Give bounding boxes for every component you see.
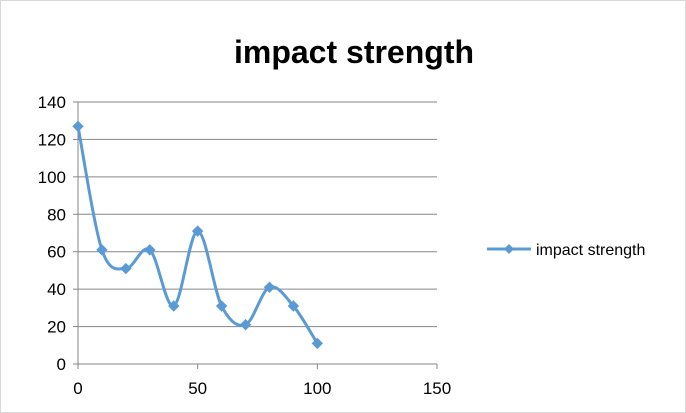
y-tick-label-0: 0 xyxy=(57,355,66,374)
data-point-50[interactable] xyxy=(191,225,204,237)
x-tick-label-0: 0 xyxy=(73,379,82,398)
tick-labels: 0 50 100 150 0 20 40 60 80 100 120 140 xyxy=(38,93,452,398)
legend[interactable]: impact strength xyxy=(487,242,645,259)
data-point-60[interactable] xyxy=(215,300,228,312)
data-point-0[interactable] xyxy=(72,120,84,133)
x-tick-label-50: 50 xyxy=(188,379,207,398)
y-tick-label-60: 60 xyxy=(47,243,66,262)
y-tick-label-80: 80 xyxy=(47,205,66,224)
data-point-20[interactable] xyxy=(120,262,132,275)
y-tick-label-140: 140 xyxy=(38,93,66,112)
data-point-10[interactable] xyxy=(96,244,108,256)
y-tick-label-20: 20 xyxy=(47,318,66,337)
y-tick-label-40: 40 xyxy=(47,280,66,299)
data-point-70[interactable] xyxy=(239,318,252,331)
chart-title: impact strength xyxy=(234,34,474,70)
x-tick-label-150: 150 xyxy=(423,379,451,398)
legend-diamond-icon xyxy=(504,244,514,254)
data-point-30[interactable] xyxy=(144,244,156,256)
series-layer xyxy=(72,120,324,350)
data-point-80[interactable] xyxy=(263,281,276,293)
gridlines xyxy=(78,101,437,328)
legend-label: impact strength xyxy=(536,242,645,259)
data-point-100[interactable] xyxy=(311,337,324,350)
x-tick-label-100: 100 xyxy=(303,379,331,398)
axes xyxy=(73,101,438,369)
y-tick-label-120: 120 xyxy=(38,130,66,149)
y-tick-label-100: 100 xyxy=(38,168,66,187)
data-point-40[interactable] xyxy=(168,300,180,312)
data-point-90[interactable] xyxy=(287,300,300,312)
